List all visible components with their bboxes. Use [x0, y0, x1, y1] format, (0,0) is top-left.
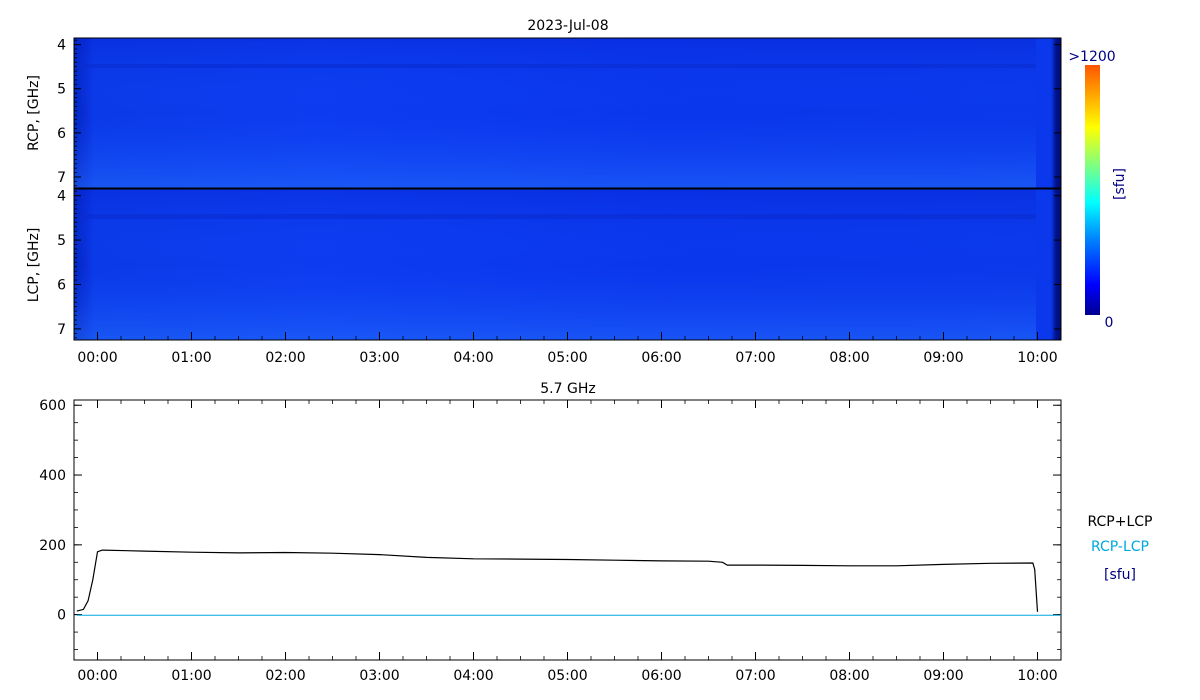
- rcp-band: [74, 64, 1036, 68]
- spec-xtick-label: 09:00: [923, 350, 963, 366]
- spec-xtick-label: 04:00: [453, 350, 493, 366]
- legend-unit: [sfu]: [1104, 567, 1136, 583]
- line-xtick-label: 08:00: [829, 668, 869, 684]
- series-rcp-plus-lcp: [76, 549, 1039, 612]
- spec-xtick-label: 02:00: [265, 350, 305, 366]
- colorbar-min-label: 0: [1105, 315, 1114, 331]
- line-chart-frame: [73, 399, 1062, 661]
- colorbar: >1200 0 [sfu]: [1068, 49, 1128, 331]
- lcp-ytick-label: 7: [57, 322, 66, 338]
- line-ytick-label: 200: [39, 538, 66, 554]
- spec-xtick-label: 05:00: [547, 350, 587, 366]
- spec-xtick-label: 01:00: [171, 350, 211, 366]
- line-xtick-label: 01:00: [171, 668, 211, 684]
- lcp-ylabel: LCP, [GHz]: [26, 228, 42, 303]
- rcp-ytick-label: 7: [57, 170, 66, 186]
- colorbar-gradient: [1085, 65, 1100, 315]
- line-xtick-label: 03:00: [359, 668, 399, 684]
- line-xtick-label: 02:00: [265, 668, 305, 684]
- spec-xtick-label: 03:00: [359, 350, 399, 366]
- spec-xtick-label: 08:00: [829, 350, 869, 366]
- rcp-frame: [73, 37, 1062, 189]
- legend-rcp-plus-lcp: RCP+LCP: [1088, 514, 1153, 530]
- lcp-ytick-label: 4: [57, 189, 66, 205]
- spec-xtick-label: 10:00: [1017, 350, 1057, 366]
- legend-rcp-minus-lcp: RCP-LCP: [1091, 539, 1149, 555]
- line-ytick-label: 600: [39, 398, 66, 414]
- spec-xtick-label: 07:00: [735, 350, 775, 366]
- line-xtick-label: 09:00: [923, 668, 963, 684]
- line-xtick-label: 10:00: [1017, 668, 1057, 684]
- lcp-y-axis: 4 5 6 7: [57, 189, 1061, 339]
- rcp-spectrogram-shading: [74, 38, 1036, 188]
- colorbar-unit: [sfu]: [1112, 168, 1128, 200]
- rcp-ytick-label: 4: [57, 38, 66, 54]
- line-xtick-label: 04:00: [453, 668, 493, 684]
- legend: RCP+LCP RCP-LCP [sfu]: [1088, 514, 1153, 583]
- line-xtick-label: 06:00: [641, 668, 681, 684]
- rcp-y-axis: 4 5 6 7: [57, 38, 1061, 187]
- line-chart: 0 200 400 600 00:00 01:00 02:00 03:00 04:00 05:0…: [39, 398, 1062, 684]
- line-ytick-label: 400: [39, 468, 66, 484]
- spec-xtick-label: 06:00: [641, 350, 681, 366]
- line-x-axis: 00:00 01:00 02:00 03:00 04:00 05:00 06:00 07:00…: [73, 400, 1062, 684]
- lcp-band: [74, 214, 1036, 219]
- line-y-axis: 0 200 400 600: [39, 398, 1061, 650]
- lcp-spectrogram-shading: [74, 189, 1036, 340]
- spectrogram-title: 2023-Jul-08: [527, 18, 608, 34]
- line-chart-title: 5.7 GHz: [540, 381, 595, 397]
- rcp-ylabel: RCP, [GHz]: [26, 75, 42, 151]
- line-xtick-label: 07:00: [735, 668, 775, 684]
- spec-xtick-label: 00:00: [77, 350, 117, 366]
- lcp-panel: 4 5 6 7 LCP, [GHz]: [26, 188, 1062, 341]
- line-xtick-label: 00:00: [77, 668, 117, 684]
- rcp-ytick-label: 5: [57, 82, 66, 98]
- line-ytick-label: 0: [57, 608, 66, 624]
- colorbar-max-label: >1200: [1068, 49, 1115, 65]
- spectrogram-x-axis: 00:00 01:00 02:00 03:00 04:00 05:00 06:00 07:00…: [73, 332, 1062, 366]
- lcp-ytick-label: 6: [57, 277, 66, 293]
- rcp-ytick-label: 6: [57, 126, 66, 142]
- line-xtick-label: 05:00: [547, 668, 587, 684]
- lcp-ytick-label: 5: [57, 233, 66, 249]
- rcp-panel: 4 5 6 7 RCP, [GHz]: [26, 37, 1062, 189]
